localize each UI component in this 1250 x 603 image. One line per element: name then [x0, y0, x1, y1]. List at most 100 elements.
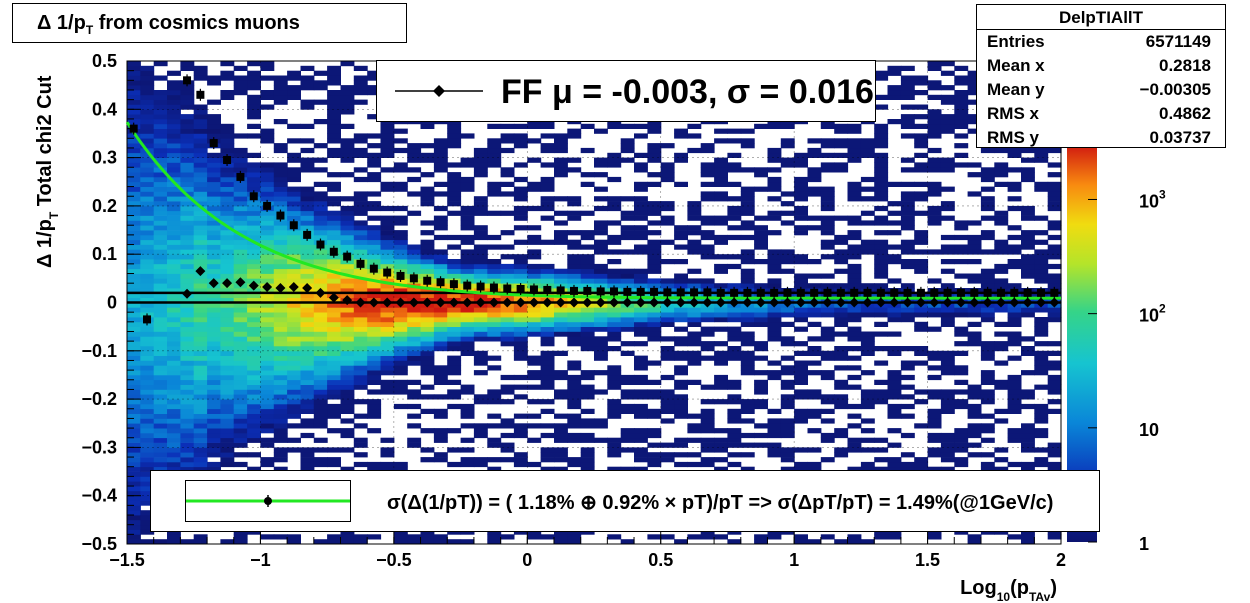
heatmap-cell: [687, 336, 702, 342]
heatmap-cell: [233, 65, 248, 71]
heatmap-cell: [233, 181, 248, 187]
heatmap-cell: [220, 172, 235, 178]
heatmap-cell: [180, 360, 195, 366]
heatmap-cell: [620, 317, 635, 323]
heatmap-cell: [940, 215, 955, 221]
heatmap-cell: [367, 172, 382, 178]
heatmap-cell: [433, 147, 448, 154]
heatmap-cell: [714, 138, 728, 144]
heatmap-cell: [300, 341, 315, 347]
heatmap-cell: [353, 225, 368, 231]
heatmap-cell: [420, 244, 435, 250]
heatmap-cell: [207, 254, 221, 260]
heatmap-cell: [580, 210, 595, 216]
heatmap-cell: [233, 317, 248, 323]
heatmap-cell: [167, 302, 181, 308]
heatmap-cell: [754, 423, 768, 429]
heatmap-cell: [140, 172, 155, 178]
heatmap-cell: [647, 312, 662, 318]
heatmap-cell: [153, 210, 168, 216]
heatmap-cell: [407, 355, 422, 361]
heatmap-cell: [674, 437, 688, 443]
heatmap-cell: [180, 225, 195, 231]
heatmap-cell: [193, 428, 208, 434]
heatmap-cell: [767, 152, 782, 158]
heatmap-cell: [927, 133, 942, 139]
heatmap-cell: [207, 394, 221, 400]
heatmap-cell: [140, 519, 155, 526]
heatmap-cell: [660, 403, 675, 410]
heatmap-cell: [500, 432, 515, 439]
heatmap-cell: [180, 128, 195, 134]
heatmap-cell: [260, 341, 275, 347]
heatmap-cell: [300, 321, 315, 327]
heatmap-cell: [954, 249, 969, 255]
heatmap-cell: [767, 215, 782, 221]
heatmap-cell: [207, 186, 221, 192]
heatmap-cell: [127, 307, 141, 313]
sigma-point: [1023, 288, 1032, 297]
heatmap-cell: [847, 442, 862, 448]
heatmap-cell: [233, 428, 248, 434]
heatmap-cell: [327, 172, 341, 178]
heatmap-cell: [273, 321, 288, 327]
heatmap-cell: [153, 109, 168, 115]
heatmap-cell: [954, 220, 969, 226]
heatmap-cell: [127, 510, 141, 516]
heatmap-cell: [487, 399, 502, 405]
heatmap-cell: [740, 210, 755, 216]
heatmap-cell: [367, 230, 382, 236]
heatmap-cell: [940, 370, 955, 376]
heatmap-cell: [153, 374, 168, 381]
mean-point: [622, 297, 633, 308]
mean-point: [595, 297, 606, 308]
heatmap-cell: [660, 201, 675, 207]
heatmap-cell: [1034, 432, 1049, 439]
heatmap-cell: [687, 123, 702, 129]
heatmap-cell: [380, 123, 395, 129]
heatmap-cell: [460, 181, 475, 187]
heatmap-cell: [513, 215, 528, 221]
heatmap-cell: [247, 341, 261, 347]
heatmap-cell: [607, 534, 622, 540]
heatmap-cell: [940, 283, 955, 289]
heatmap-cell: [1047, 447, 1062, 453]
heatmap-cell: [967, 336, 982, 342]
heatmap-cell: [1021, 461, 1035, 468]
heatmap-cell: [554, 437, 568, 443]
heatmap-cell: [180, 428, 195, 434]
heatmap-cell: [273, 278, 288, 284]
heatmap-cell: [620, 268, 635, 274]
heatmap-cell: [180, 230, 195, 236]
heatmap-cell: [754, 123, 768, 129]
heatmap-cell: [967, 273, 982, 279]
heatmap-cell: [260, 230, 275, 236]
mean-point: [542, 297, 553, 308]
heatmap-cell: [807, 215, 822, 221]
heatmap-cell: [407, 341, 422, 347]
heatmap-cell: [340, 534, 355, 540]
heatmap-cell: [193, 418, 208, 424]
heatmap-cell: [807, 225, 822, 231]
heatmap-cell: [420, 196, 435, 202]
heatmap-cell: [420, 355, 435, 361]
heatmap-cell: [874, 152, 889, 158]
heatmap-cell: [540, 452, 555, 458]
heatmap-cell: [153, 157, 168, 163]
heatmap-cell: [820, 191, 835, 197]
heatmap-cell: [313, 317, 328, 323]
heatmap-cell: [554, 312, 568, 318]
heatmap-cell: [660, 452, 675, 458]
heatmap-cell: [140, 476, 155, 482]
heatmap-cell: [300, 379, 315, 385]
heatmap-cell: [674, 413, 688, 419]
heatmap-cell: [247, 152, 261, 158]
heatmap-cell: [887, 85, 902, 91]
heatmap-cell: [967, 234, 982, 241]
heatmap-cell: [220, 75, 235, 81]
heatmap-cell: [460, 307, 475, 313]
heatmap-cell: [153, 413, 168, 419]
heatmap-cell: [273, 423, 288, 429]
heatmap-cell: [273, 394, 288, 400]
heatmap-cell: [233, 539, 248, 545]
